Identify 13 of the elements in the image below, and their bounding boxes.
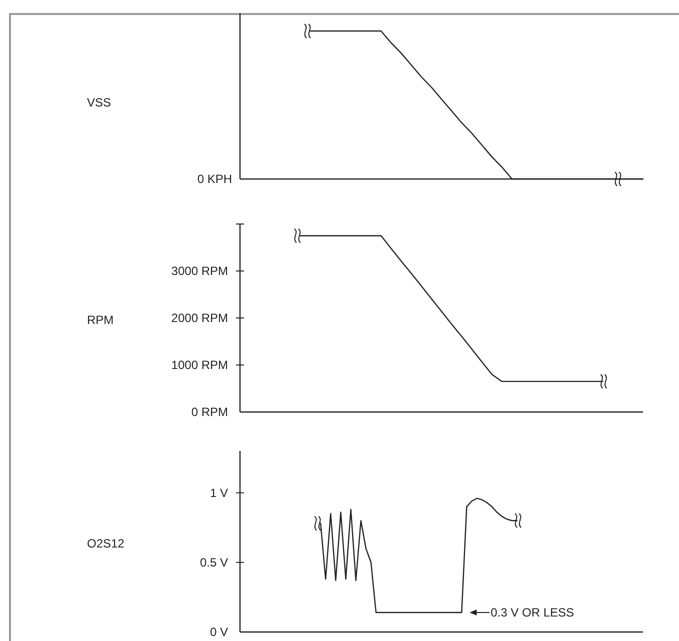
- y-tick-label: 3000 RPM: [171, 264, 228, 278]
- y-axis-title: RPM: [87, 313, 114, 328]
- y-tick-label: 1000 RPM: [171, 358, 228, 372]
- y-axis-title: VSS: [87, 96, 112, 110]
- text: 0 KPH: [197, 172, 232, 186]
- y-tick-label: 0 V: [210, 625, 228, 640]
- y-tick-label: 0.5 V: [200, 556, 228, 570]
- y-axis-title: O2S12: [87, 536, 125, 551]
- y-tick-label: 2000 RPM: [171, 311, 228, 326]
- y-tick-label: 0 RPM: [191, 405, 228, 420]
- line-series: [300, 235, 604, 382]
- y-tick-label: 1 V: [210, 486, 228, 500]
- annotation: 0.3 V OR LESS: [490, 606, 574, 620]
